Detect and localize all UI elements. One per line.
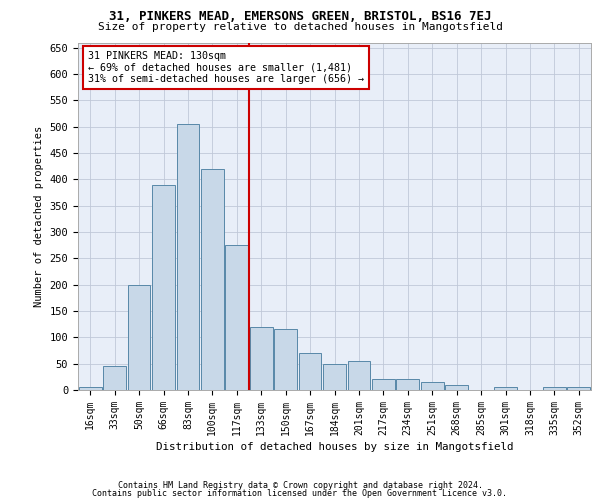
Bar [226, 245, 248, 390]
Bar [79, 388, 101, 390]
Bar [543, 388, 566, 390]
Bar [494, 388, 517, 390]
Bar [152, 184, 175, 390]
Bar [421, 382, 443, 390]
Text: Contains HM Land Registry data © Crown copyright and database right 2024.: Contains HM Land Registry data © Crown c… [118, 481, 482, 490]
Bar [128, 284, 151, 390]
Bar [176, 124, 199, 390]
Y-axis label: Number of detached properties: Number of detached properties [34, 126, 44, 307]
Bar [201, 169, 224, 390]
Bar [445, 384, 468, 390]
X-axis label: Distribution of detached houses by size in Mangotsfield: Distribution of detached houses by size … [156, 442, 513, 452]
Bar [568, 388, 590, 390]
Bar [397, 380, 419, 390]
Text: Contains public sector information licensed under the Open Government Licence v3: Contains public sector information licen… [92, 489, 508, 498]
Bar [372, 380, 395, 390]
Text: 31, PINKERS MEAD, EMERSONS GREEN, BRISTOL, BS16 7EJ: 31, PINKERS MEAD, EMERSONS GREEN, BRISTO… [109, 10, 491, 23]
Bar [103, 366, 126, 390]
Bar [299, 353, 322, 390]
Bar [250, 327, 272, 390]
Text: Size of property relative to detached houses in Mangotsfield: Size of property relative to detached ho… [97, 22, 503, 32]
Bar [274, 330, 297, 390]
Bar [347, 361, 370, 390]
Text: 31 PINKERS MEAD: 130sqm
← 69% of detached houses are smaller (1,481)
31% of semi: 31 PINKERS MEAD: 130sqm ← 69% of detache… [88, 51, 364, 84]
Bar [323, 364, 346, 390]
